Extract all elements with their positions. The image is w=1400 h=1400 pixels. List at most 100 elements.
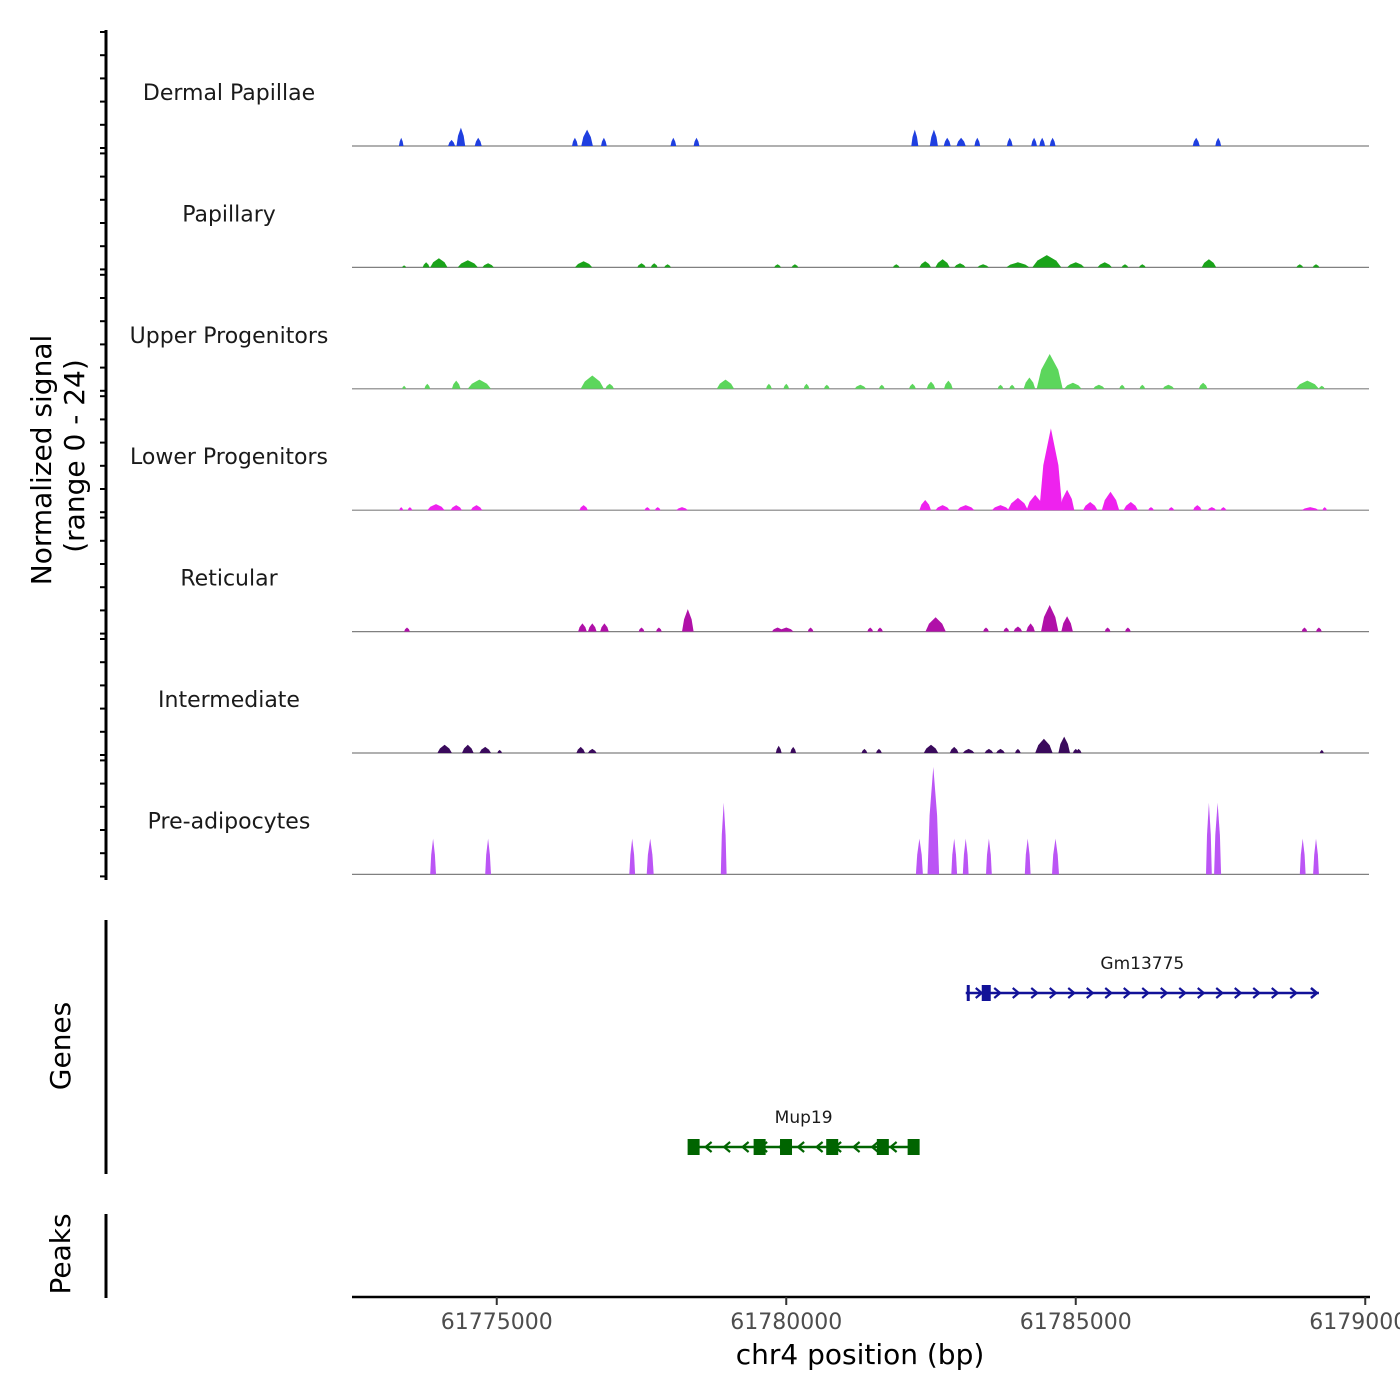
signal-peak xyxy=(485,838,491,875)
signal-peak xyxy=(1207,507,1217,511)
strand-arrow xyxy=(740,1141,750,1153)
signal-peak xyxy=(919,261,931,268)
signal-peak xyxy=(1006,262,1030,268)
signal-peak xyxy=(1036,354,1063,389)
signal-peak xyxy=(983,627,989,632)
signal-peak xyxy=(656,627,662,632)
signal-peak xyxy=(479,746,491,753)
signal-peak xyxy=(646,838,654,875)
signal-peak xyxy=(424,383,431,389)
signal-peak xyxy=(986,838,992,875)
signal-peak xyxy=(1215,137,1222,146)
signal-peak xyxy=(1101,491,1120,511)
signal-peak xyxy=(807,627,814,632)
strand-arrow xyxy=(1086,987,1095,999)
signal-peak xyxy=(984,748,994,753)
strand-arrow xyxy=(1049,987,1058,999)
signal-peak xyxy=(497,749,502,753)
signal-peak xyxy=(1139,384,1146,389)
signal-peak xyxy=(779,627,794,632)
y-axis-title: Normalized signal (range 0 - 24) xyxy=(25,335,91,586)
genes-track-title: Genes xyxy=(44,1002,77,1090)
signal-peak xyxy=(448,139,456,146)
signal-peak xyxy=(462,744,474,753)
signal-peak xyxy=(600,623,609,632)
signal-peak xyxy=(676,507,688,511)
signal-peak xyxy=(587,623,597,632)
y-axis-title-line2: (range 0 - 24) xyxy=(58,359,91,553)
signal-peak xyxy=(1193,505,1202,511)
x-tick-label: 61790000 xyxy=(1309,1310,1400,1335)
signal-peak xyxy=(1083,502,1098,511)
signal-peak xyxy=(935,505,950,511)
signal-peak xyxy=(457,260,478,268)
signal-peak xyxy=(1168,507,1175,511)
signal-peak xyxy=(1316,627,1322,632)
track-label: Lower Progenitors xyxy=(130,445,328,470)
signal-peak xyxy=(1296,264,1304,268)
gene-mup19[interactable]: Mup19 xyxy=(687,1108,920,1155)
coverage-tracks: Dermal Papillae Papillary Upper Progenitor… xyxy=(100,31,1369,878)
signal-peak xyxy=(716,379,735,389)
signal-peak xyxy=(1023,377,1036,389)
signal-peak xyxy=(474,137,482,146)
signal-peak xyxy=(1097,262,1112,268)
signal-peak xyxy=(1039,428,1063,511)
signal-peak xyxy=(572,137,578,146)
signal-peak xyxy=(1119,384,1125,389)
signal-peak xyxy=(456,127,466,146)
signal-peak xyxy=(949,746,959,753)
signal-peak xyxy=(962,748,975,753)
signal-peak xyxy=(1052,838,1059,875)
strand-arrow xyxy=(851,1141,861,1153)
signal-peak xyxy=(601,137,607,146)
signal-peak xyxy=(404,627,410,632)
signal-peak xyxy=(1093,384,1105,389)
signal-peak xyxy=(1049,137,1056,146)
signal-peak xyxy=(962,838,969,875)
strand-arrow xyxy=(1215,987,1224,999)
gene-gm13775[interactable]: Gm13775 xyxy=(965,954,1319,1001)
signal-peak xyxy=(766,383,772,389)
signal-peak xyxy=(997,384,1004,389)
signal-peak xyxy=(682,609,694,632)
signal-peak xyxy=(581,129,593,146)
strand-arrow xyxy=(1104,987,1113,999)
signal-peak xyxy=(638,627,645,632)
signal-peak xyxy=(1058,736,1070,753)
signal-peak xyxy=(398,137,404,146)
signal-peak xyxy=(956,137,966,146)
strand-arrow xyxy=(993,987,1002,999)
signal-peak xyxy=(867,627,874,632)
signal-peak xyxy=(427,504,445,511)
exon xyxy=(826,1139,839,1155)
gene-annotation-track: Gm13775 Mup19 xyxy=(687,954,1319,1155)
strand-arrow xyxy=(814,1141,824,1153)
signal-peak xyxy=(1035,738,1053,753)
exon xyxy=(981,985,991,1001)
signal-peak xyxy=(909,383,916,389)
signal-peak xyxy=(861,748,868,753)
signal-peak xyxy=(974,137,981,146)
strand-arrow xyxy=(1310,987,1319,999)
signal-peak xyxy=(935,259,950,268)
signal-peak xyxy=(574,261,593,268)
signal-peak xyxy=(399,507,404,511)
strand-arrow xyxy=(1141,987,1150,999)
track-papillary: Papillary xyxy=(100,152,1369,271)
signal-peak xyxy=(422,262,430,268)
signal-peak xyxy=(407,507,413,511)
signal-peak xyxy=(1312,264,1320,268)
signal-peak xyxy=(644,507,651,511)
signal-peak xyxy=(1059,489,1075,511)
track-label: Dermal Papillae xyxy=(143,81,315,106)
signal-peak xyxy=(1041,605,1059,632)
signal-peak xyxy=(693,137,700,146)
signal-peak xyxy=(1031,137,1037,146)
signal-peak xyxy=(576,746,585,753)
signal-peak xyxy=(1125,627,1131,632)
signal-peak xyxy=(878,384,885,389)
gene-label: Gm13775 xyxy=(1100,954,1184,974)
